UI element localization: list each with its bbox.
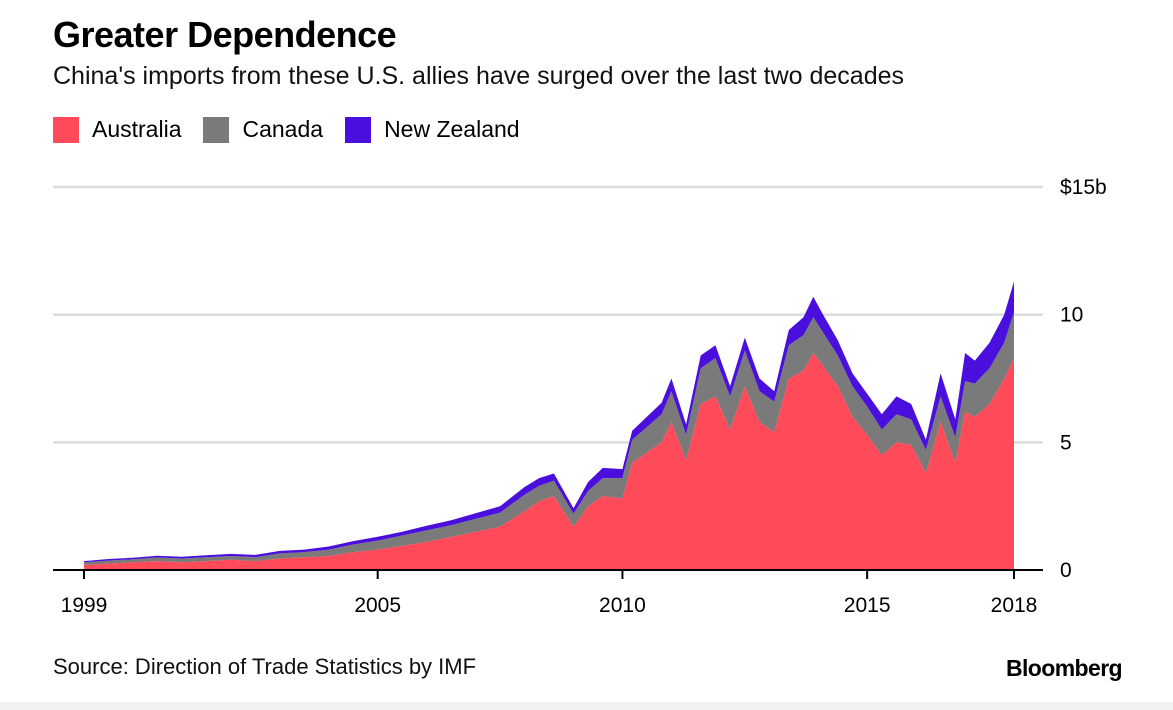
x-tick-label-2005: 2005 [354, 594, 401, 617]
legend-label-new-zealand: New Zealand [384, 116, 520, 142]
source-note: Source: Direction of Trade Statistics by… [53, 654, 477, 679]
legend-swatch-canada [203, 116, 230, 143]
y-tick-label-0: 0 [1060, 559, 1072, 582]
y-tick-label-15: $15b [1060, 176, 1107, 199]
chart-subtitle: China's imports from these U.S. allies h… [53, 62, 905, 90]
x-tick-label-1999: 1999 [61, 594, 108, 617]
bloomberg-logo: Bloomberg [1006, 655, 1123, 681]
area-canada [84, 312, 1014, 565]
footer-bar [0, 702, 1173, 710]
chart-title: Greater Dependence [53, 14, 397, 55]
legend-swatch-new-zealand [345, 116, 372, 143]
legend-label-canada: Canada [242, 116, 324, 142]
axes: 0 5 10 $15b 1999 2005 2010 2015 2018 [53, 176, 1107, 617]
x-tick-label-2015: 2015 [844, 594, 891, 617]
legend-item-new-zealand: New Zealand [345, 116, 520, 143]
y-tick-label-10: 10 [1060, 304, 1083, 327]
legend: Australia Canada New Zealand [53, 116, 542, 143]
y-tick-label-5: 5 [1060, 431, 1072, 454]
legend-label-australia: Australia [92, 116, 182, 142]
legend-item-australia: Australia [53, 116, 181, 143]
area-australia [84, 353, 1014, 570]
stacked-area-chart: 0 5 10 $15b 1999 2005 2010 2015 2018 [53, 176, 1107, 617]
legend-item-canada: Canada [203, 116, 323, 143]
area-series-group [84, 281, 1014, 570]
x-tick-label-2018: 2018 [991, 594, 1038, 617]
legend-swatch-australia [53, 116, 79, 143]
x-tick-label-2010: 2010 [599, 594, 646, 617]
